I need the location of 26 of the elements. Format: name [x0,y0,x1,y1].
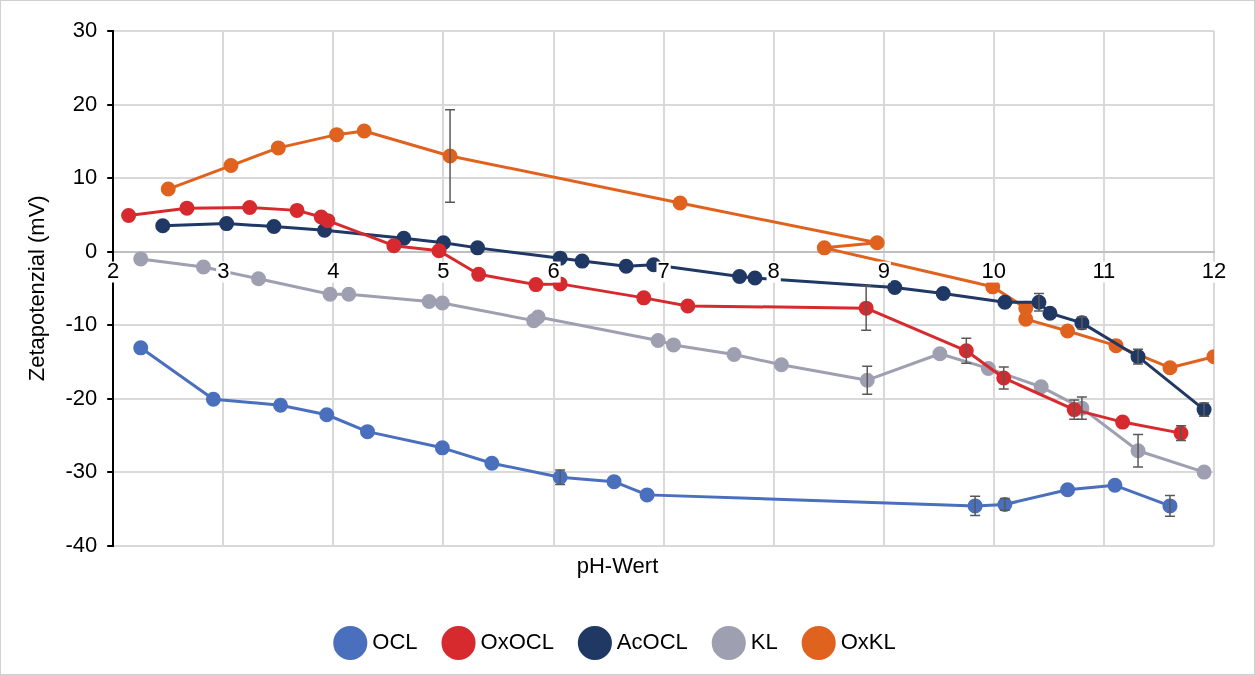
x-tick-label: 11 [1092,257,1116,283]
y-tick-label: -30 [65,458,98,484]
legend-label: AcOCL [616,629,688,655]
y-tick-label: -20 [65,384,98,410]
x-tick-label: 7 [657,257,670,283]
x-tick-label: 10 [981,257,1007,283]
x-tick-label: 8 [767,257,780,283]
x-axis-title: pH-Wert [576,552,659,578]
y-tick-label: 0 [84,237,98,263]
x-tick-label: 9 [877,257,890,283]
legend-label: KL [750,629,778,655]
x-tick-label: 2 [107,257,120,283]
x-tick-label: 4 [327,257,340,283]
legend-label: OxKL [840,629,896,655]
legend-label: OCL [372,629,418,655]
x-tick-label: 6 [547,257,560,283]
y-tick-label: 20 [72,90,98,116]
y-tick-label: 10 [72,164,98,190]
y-tick-label: -10 [65,311,98,337]
x-tick-label: 12 [1201,257,1227,283]
y-tick-label: -40 [65,531,98,557]
y-axis-title: Zetapotenzial (mV) [24,195,50,382]
x-tick-label: 3 [217,257,230,283]
legend-label: OxOCL [480,629,554,655]
x-tick-label: 5 [437,257,450,283]
y-tick-label: 30 [72,17,98,43]
